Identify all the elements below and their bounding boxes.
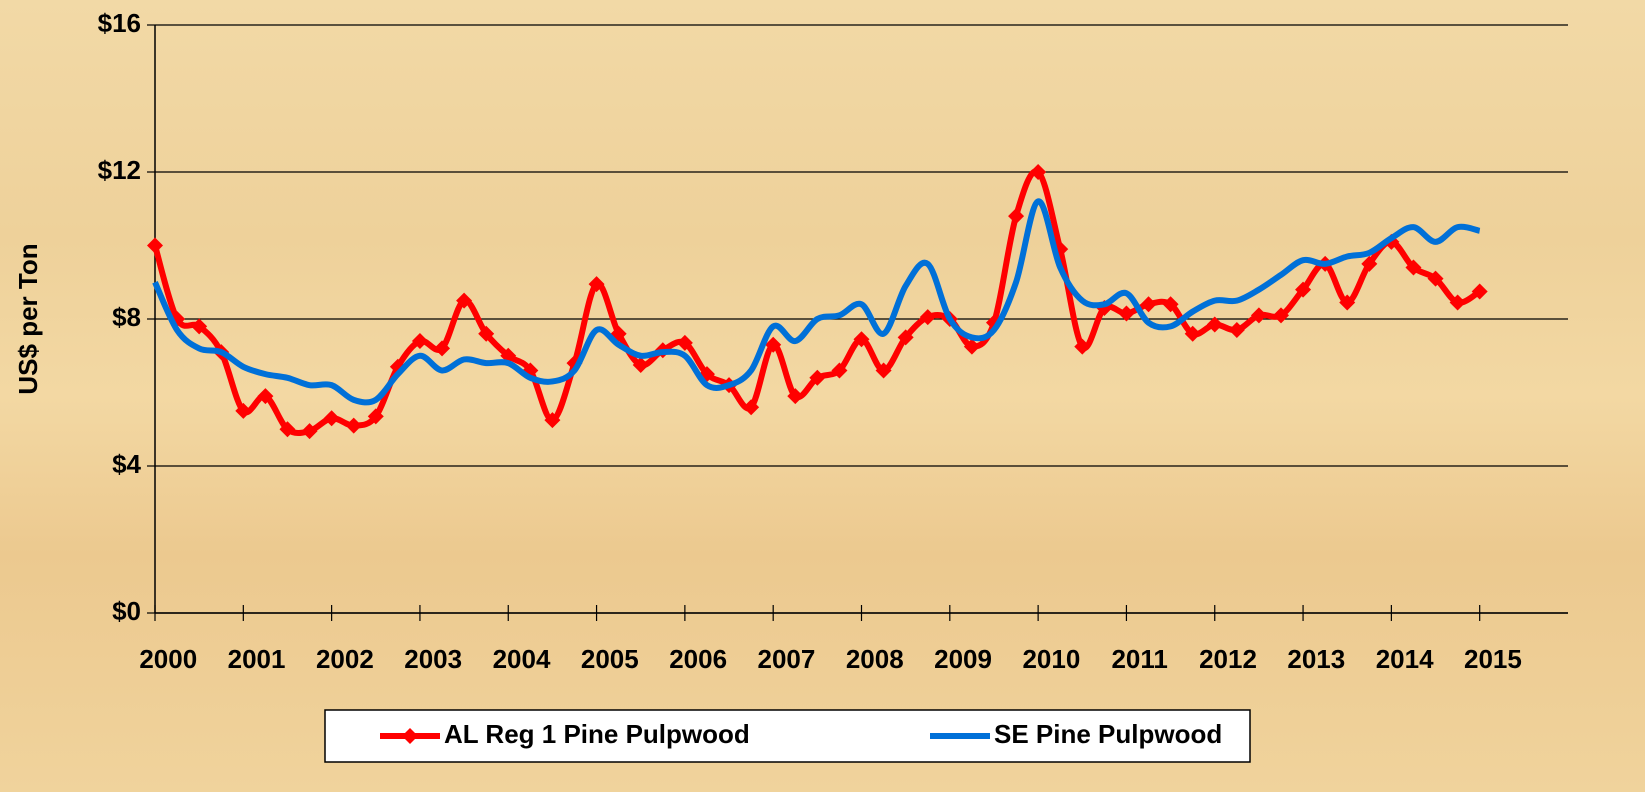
legend-label: AL Reg 1 Pine Pulpwood	[444, 719, 750, 749]
y-tick-label: $8	[112, 302, 141, 332]
data-point	[235, 402, 252, 419]
y-axis-label: US$ per Ton	[13, 243, 43, 394]
data-point	[1184, 325, 1201, 342]
data-point	[1295, 281, 1312, 298]
data-point	[787, 388, 804, 405]
data-point	[1250, 307, 1267, 324]
data-point	[456, 292, 473, 309]
x-tick-label: 2004	[493, 644, 551, 674]
data-point	[1405, 259, 1422, 276]
data-point	[301, 423, 318, 440]
x-tick-label: 2014	[1376, 644, 1434, 674]
data-point	[1074, 338, 1091, 355]
x-tick-label: 2003	[404, 644, 462, 674]
data-point	[1140, 296, 1157, 313]
x-tick-label: 2001	[228, 644, 286, 674]
data-point	[963, 338, 980, 355]
x-tick-label: 2009	[934, 644, 992, 674]
data-point	[1206, 316, 1223, 333]
x-tick-label: 2011	[1111, 644, 1167, 674]
x-tick-label: 2008	[846, 644, 904, 674]
data-point	[434, 340, 451, 357]
data-point	[544, 412, 561, 429]
data-point	[1008, 208, 1025, 225]
data-point	[632, 356, 649, 373]
data-point	[1228, 322, 1245, 339]
data-point	[411, 333, 428, 350]
data-point	[191, 318, 208, 335]
series-line	[152, 198, 1481, 406]
data-point	[809, 369, 826, 386]
data-point	[1449, 294, 1466, 311]
data-point	[853, 331, 870, 348]
data-point	[345, 417, 362, 434]
data-point	[478, 325, 495, 342]
y-tick-label: $16	[98, 8, 141, 38]
y-tick-label: $0	[112, 596, 141, 626]
data-point	[919, 309, 936, 326]
data-point	[831, 362, 848, 379]
x-tick-label: 2015	[1464, 644, 1522, 674]
data-point	[279, 421, 296, 438]
x-tick-label: 2000	[139, 644, 197, 674]
data-point	[676, 334, 693, 351]
data-point	[367, 408, 384, 425]
data-point	[588, 276, 605, 293]
x-tick-label: 2006	[669, 644, 727, 674]
data-point	[257, 388, 274, 405]
x-tick-label: 2010	[1022, 644, 1080, 674]
legend-label: SE Pine Pulpwood	[994, 719, 1222, 749]
data-point	[1118, 305, 1135, 322]
legend-marker	[402, 728, 418, 744]
data-point	[323, 410, 340, 427]
data-point	[1361, 255, 1378, 272]
data-point	[1272, 307, 1289, 324]
data-point	[147, 237, 163, 254]
data-point	[897, 329, 914, 346]
data-point	[765, 336, 782, 353]
data-point	[1030, 164, 1047, 180]
data-point	[1162, 296, 1179, 313]
x-tick-label: 2007	[758, 644, 816, 674]
data-point	[1339, 294, 1356, 311]
x-tick-label: 2005	[581, 644, 639, 674]
data-point	[1471, 283, 1488, 300]
data-point	[875, 362, 892, 379]
data-point	[743, 399, 760, 416]
data-point	[1427, 270, 1444, 287]
x-tick-label: 2012	[1199, 644, 1257, 674]
y-tick-label: $12	[98, 155, 141, 185]
legend	[324, 709, 1251, 763]
x-tick-label: 2013	[1287, 644, 1345, 674]
y-tick-label: $4	[112, 449, 141, 479]
x-tick-label: 2002	[316, 644, 374, 674]
